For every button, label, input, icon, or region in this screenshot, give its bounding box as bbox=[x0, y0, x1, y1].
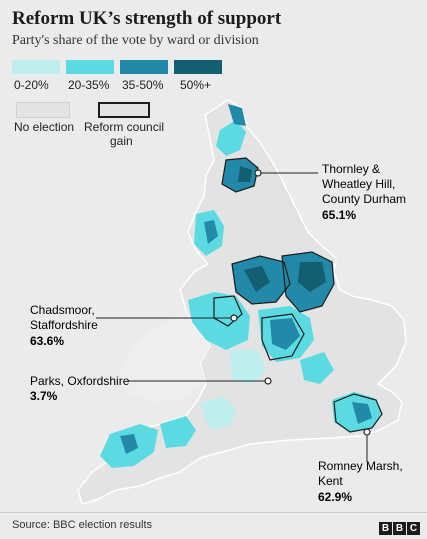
romney-name-2: Kent bbox=[318, 474, 343, 488]
legend-label-50-plus: 50%+ bbox=[180, 78, 212, 92]
bbc-logo-letter-1: B bbox=[379, 522, 392, 535]
council-gain-outlines bbox=[213, 157, 383, 433]
legend-swatch-35-50 bbox=[120, 60, 168, 74]
map-subtitle: Party's share of the vote by ward or div… bbox=[12, 33, 259, 48]
thornley-name-1: Thornley & bbox=[322, 162, 380, 176]
marker-thornley bbox=[254, 169, 262, 177]
legend-label-20-35: 20-35% bbox=[68, 78, 110, 92]
thornley-name-2: Wheatley Hill, bbox=[322, 177, 395, 191]
bbc-logo-letter-2: B bbox=[393, 522, 406, 535]
bbc-logo-letter-3: C bbox=[407, 522, 420, 535]
thornley-value: 65.1% bbox=[322, 208, 356, 222]
legend-swatch-0-20 bbox=[12, 60, 60, 74]
marker-parks bbox=[264, 377, 272, 385]
romney-value: 62.9% bbox=[318, 490, 352, 504]
chadsmoor-value: 63.6% bbox=[30, 334, 64, 348]
parks-name-1: Parks, Oxfordshire bbox=[30, 374, 130, 388]
legend-label-35-50: 35-50% bbox=[122, 78, 164, 92]
source-note: Source: BBC election results bbox=[12, 519, 153, 531]
legend-label-council-gain-2: gain bbox=[110, 134, 133, 148]
legend-label-no-election: No election bbox=[14, 120, 75, 134]
chadsmoor-name-1: Chadsmoor, bbox=[30, 303, 95, 317]
legend-swatch-20-35 bbox=[66, 60, 114, 74]
annotation-romney: Romney Marsh, Kent 62.9% bbox=[318, 459, 403, 504]
thornley-name-3: County Durham bbox=[322, 192, 406, 206]
annotation-parks: Parks, Oxfordshire 3.7% bbox=[30, 374, 130, 403]
marker-romney bbox=[363, 428, 371, 436]
map-title: Reform UK’s strength of support bbox=[12, 8, 282, 29]
legend-swatch-no-election bbox=[16, 102, 70, 118]
footer-divider bbox=[0, 512, 427, 513]
annotation-markers bbox=[230, 169, 371, 436]
wales-area bbox=[118, 310, 210, 402]
chadsmoor-name-2: Staffordshire bbox=[30, 318, 98, 332]
romney-name-1: Romney Marsh, bbox=[318, 459, 403, 473]
legend-label-council-gain-1: Reform council bbox=[84, 120, 165, 134]
legend-swatch-50-plus bbox=[174, 60, 222, 74]
annotation-chadsmoor: Chadsmoor, Staffordshire 63.6% bbox=[30, 303, 98, 348]
parks-value: 3.7% bbox=[30, 389, 58, 403]
england-landmass bbox=[77, 99, 407, 505]
legend-swatch-council-gain bbox=[98, 102, 150, 118]
legend-label-0-20: 0-20% bbox=[14, 78, 49, 92]
marker-chadsmoor bbox=[230, 314, 238, 322]
annotation-leaders bbox=[96, 172, 368, 462]
ward-patches bbox=[100, 104, 382, 468]
annotation-thornley: Thornley & Wheatley Hill, County Durham … bbox=[322, 162, 406, 222]
